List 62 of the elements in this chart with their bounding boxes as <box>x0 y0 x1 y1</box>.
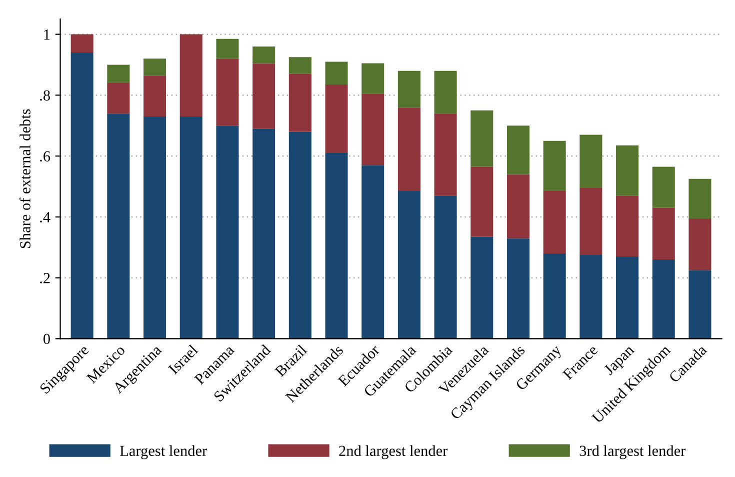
bar <box>580 254 602 339</box>
legend-label: 3rd largest lender <box>580 445 686 460</box>
bar <box>325 153 348 339</box>
y-tick-label: 1 <box>44 30 50 40</box>
y-axis-title: Share of external debts <box>20 109 30 248</box>
bar <box>580 188 602 255</box>
bar <box>434 113 457 196</box>
bar <box>616 256 639 339</box>
y-tick-label: .6 <box>40 151 50 162</box>
bar <box>288 57 312 74</box>
legend-label: 2nd largest lender <box>339 445 448 460</box>
bar <box>580 134 602 188</box>
y-tick-label: .2 <box>40 272 50 284</box>
bar <box>144 75 166 116</box>
bar <box>70 34 94 53</box>
bar <box>252 128 276 339</box>
bar <box>252 63 276 129</box>
bar <box>652 208 675 260</box>
bar <box>362 165 384 339</box>
y-tick-label: .4 <box>40 212 50 222</box>
legend-label: Largest lender <box>120 445 207 460</box>
bar <box>107 83 130 114</box>
bar <box>616 145 639 196</box>
bar <box>180 34 202 116</box>
bar <box>107 64 130 83</box>
bar <box>362 63 384 94</box>
bar <box>506 238 530 339</box>
bar <box>398 191 420 339</box>
bar <box>398 70 420 108</box>
bar <box>506 126 530 174</box>
bar <box>506 174 530 238</box>
bar <box>107 113 130 339</box>
bar <box>288 132 312 339</box>
bar <box>216 126 239 339</box>
bar <box>362 94 384 166</box>
bar <box>616 196 639 256</box>
bar <box>470 166 494 237</box>
bar <box>144 116 166 339</box>
bar <box>543 253 566 339</box>
bar <box>688 218 712 270</box>
bar <box>434 70 457 114</box>
bar <box>398 107 420 192</box>
bar <box>325 62 348 85</box>
y-tick-label: 0 <box>43 334 50 344</box>
bar <box>470 236 494 339</box>
bar <box>652 166 675 208</box>
bar <box>288 74 312 132</box>
y-tick-label: .8 <box>40 90 50 101</box>
bar <box>216 38 239 59</box>
bar <box>434 196 457 339</box>
bar <box>688 270 712 339</box>
bar <box>543 191 566 254</box>
bar <box>252 46 276 64</box>
bar <box>70 52 94 339</box>
bar <box>325 84 348 154</box>
bar <box>543 140 566 192</box>
bar <box>180 116 202 339</box>
bar <box>688 178 712 218</box>
bar <box>470 110 494 167</box>
bar <box>144 58 166 76</box>
bar <box>216 58 239 126</box>
bar <box>652 260 675 339</box>
